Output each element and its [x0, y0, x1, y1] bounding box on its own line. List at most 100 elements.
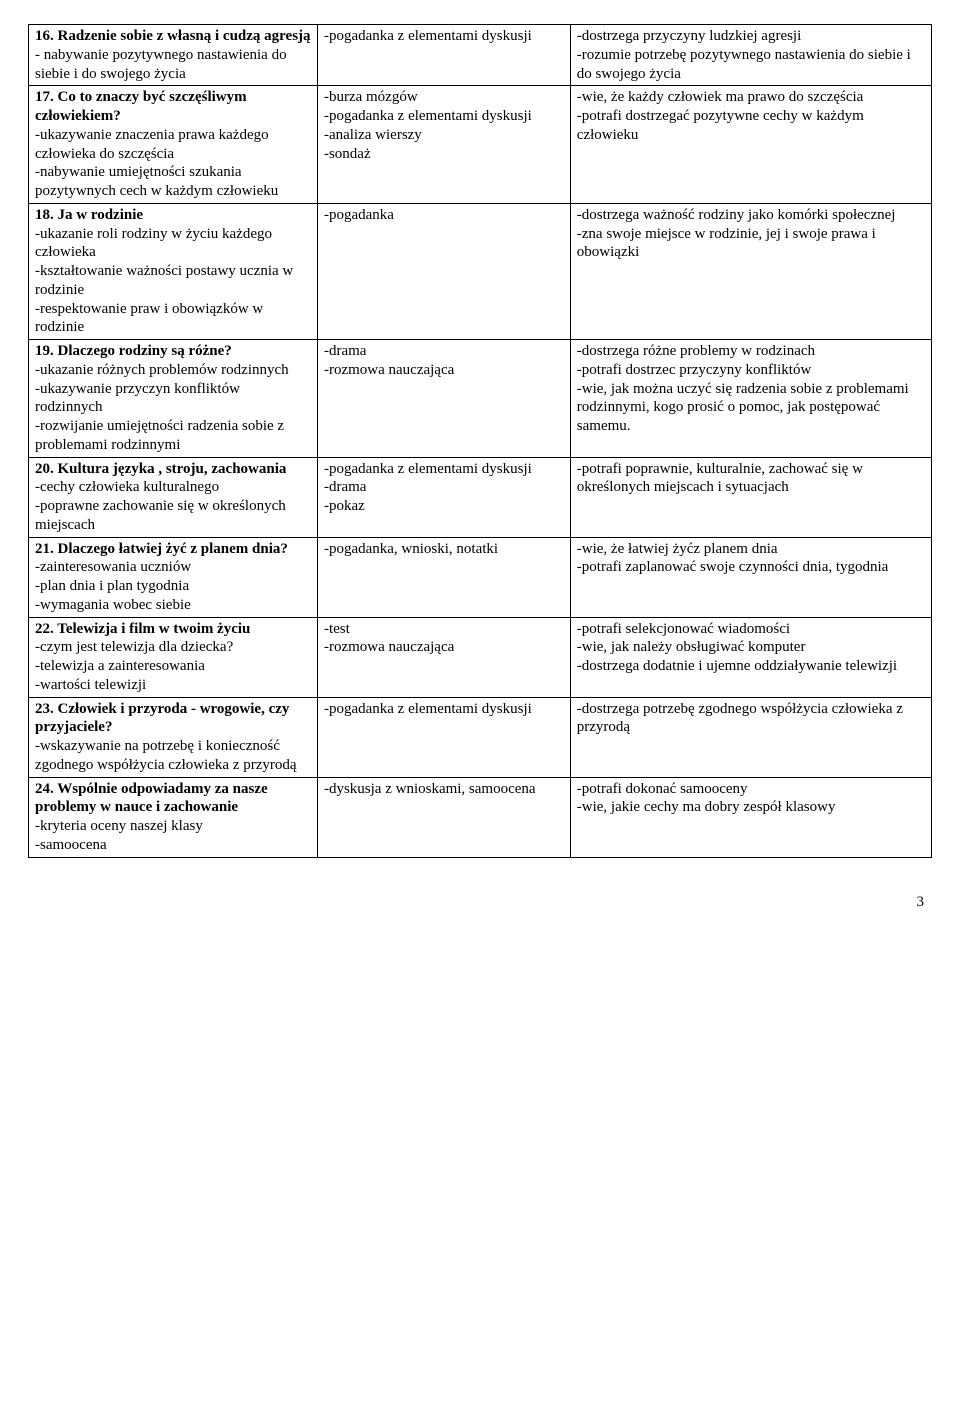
topic-cell: 16. Radzenie sobie z własną i cudzą agre…	[29, 25, 318, 86]
method-line: -pogadanka z elementami dyskusji	[324, 27, 564, 46]
topic-title: 20. Kultura języka , stroju, zachowania	[35, 461, 286, 477]
topic-sub: -nabywanie umiejętności szukania pozytyw…	[35, 163, 311, 201]
topic-title: 16. Radzenie sobie z własną i cudzą agre…	[35, 28, 311, 44]
topic-sub: -ukazanie roli rodziny w życiu każdego c…	[35, 225, 311, 263]
methods-cell: -dyskusja z wnioskami, samoocena	[317, 777, 570, 857]
outcome-line: -wie, jakie cechy ma dobry zespół klasow…	[577, 798, 925, 817]
topic-sub: -wskazywanie na potrzebę i konieczność z…	[35, 737, 311, 775]
outcome-line: -potrafi zaplanować swoje czynności dnia…	[577, 558, 925, 577]
outcome-line: -rozumie potrzebę pozytywnego nastawieni…	[577, 46, 925, 84]
topic-sub: -samoocena	[35, 836, 311, 855]
topic-sub: -respektowanie praw i obowiązków w rodzi…	[35, 300, 311, 338]
topic-title: 19. Dlaczego rodziny są różne?	[35, 343, 232, 359]
outcomes-cell: -dostrzega ważność rodziny jako komórki …	[570, 203, 931, 339]
table-row: 23. Człowiek i przyroda - wrogowie, czy …	[29, 697, 932, 777]
table-row: 18. Ja w rodzinie -ukazanie roli rodziny …	[29, 203, 932, 339]
methods-cell: -pogadanka z elementami dyskusji	[317, 697, 570, 777]
topic-sub: -kryteria oceny naszej klasy	[35, 817, 311, 836]
outcome-line: -dostrzega ważność rodziny jako komórki …	[577, 206, 925, 225]
table-row: 24. Wspólnie odpowiadamy za nasze proble…	[29, 777, 932, 857]
outcomes-cell: -dostrzega potrzebę zgodnego współżycia …	[570, 697, 931, 777]
outcome-line: -potrafi dostrzegać pozytywne cechy w ka…	[577, 107, 925, 145]
topic-sub: -wartości telewizji	[35, 676, 311, 695]
topic-sub: -zainteresowania uczniów	[35, 558, 311, 577]
topic-sub: -czym jest telewizja dla dziecka?	[35, 638, 311, 657]
topic-title: 17. Co to znaczy być szczęśliwym człowie…	[35, 89, 247, 124]
methods-cell: -test-rozmowa nauczająca	[317, 617, 570, 697]
table-row: 21. Dlaczego łatwiej żyć z planem dnia?-…	[29, 537, 932, 617]
outcomes-cell: -dostrzega przyczyny ludzkiej agresji-ro…	[570, 25, 931, 86]
topic-title: 21. Dlaczego łatwiej żyć z planem dnia?	[35, 541, 288, 557]
method-line: -pogadanka z elementami dyskusji	[324, 107, 564, 126]
outcomes-cell: -wie, że każdy człowiek ma prawo do szcz…	[570, 86, 931, 204]
method-line: -rozmowa nauczająca	[324, 361, 564, 380]
method-line: -analiza wierszy	[324, 126, 564, 145]
method-line: -dyskusja z wnioskami, samoocena	[324, 780, 564, 799]
topic-sub: -kształtowanie ważności postawy ucznia w…	[35, 262, 311, 300]
outcomes-cell: -potrafi dokonać samooceny-wie, jakie ce…	[570, 777, 931, 857]
outcome-line: -zna swoje miejsce w rodzinie, jej i swo…	[577, 225, 925, 263]
topic-title: 18. Ja w rodzinie	[35, 207, 143, 223]
methods-cell: -pogadanka z elementami dyskusji-drama-p…	[317, 457, 570, 537]
method-line: -pogadanka z elementami dyskusji	[324, 460, 564, 479]
outcome-line: -dostrzega przyczyny ludzkiej agresji	[577, 27, 925, 46]
outcome-line: -wie, jak można uczyć się radzenia sobie…	[577, 380, 925, 436]
outcome-line: -dostrzega dodatnie i ujemne oddziaływan…	[577, 657, 925, 676]
topic-title: 23. Człowiek i przyroda - wrogowie, czy …	[35, 701, 289, 736]
topic-title: 22. Telewizja i film w twoim życiu	[35, 621, 250, 637]
methods-cell: -pogadanka, wnioski, notatki	[317, 537, 570, 617]
table-row: 19. Dlaczego rodziny są różne? -ukazanie …	[29, 340, 932, 458]
topic-sub: -telewizja a zainteresowania	[35, 657, 311, 676]
outcome-line: -potrafi poprawnie, kulturalnie, zachowa…	[577, 460, 925, 498]
methods-cell: -drama-rozmowa nauczająca	[317, 340, 570, 458]
outcome-line: -wie, jak należy obsługiwać komputer	[577, 638, 925, 657]
outcome-line: -wie, że łatwiej żyćz planem dnia	[577, 540, 925, 559]
curriculum-table: 16. Radzenie sobie z własną i cudzą agre…	[28, 24, 932, 858]
outcome-line: -potrafi selekcjonować wiadomości	[577, 620, 925, 639]
methods-cell: -pogadanka	[317, 203, 570, 339]
method-line: -pokaz	[324, 497, 564, 516]
outcomes-cell: -wie, że łatwiej żyćz planem dnia-potraf…	[570, 537, 931, 617]
outcomes-cell: -potrafi poprawnie, kulturalnie, zachowa…	[570, 457, 931, 537]
table-row: 16. Radzenie sobie z własną i cudzą agre…	[29, 25, 932, 86]
method-line: -rozmowa nauczająca	[324, 638, 564, 657]
outcomes-cell: -potrafi selekcjonować wiadomości-wie, j…	[570, 617, 931, 697]
topic-sub: -ukazywanie przyczyn konfliktów rodzinny…	[35, 380, 311, 418]
topic-cell: 20. Kultura języka , stroju, zachowania-…	[29, 457, 318, 537]
topic-sub: -wymagania wobec siebie	[35, 596, 311, 615]
method-line: -pogadanka z elementami dyskusji	[324, 700, 564, 719]
method-line: -test	[324, 620, 564, 639]
table-row: 17. Co to znaczy być szczęśliwym człowie…	[29, 86, 932, 204]
methods-cell: -pogadanka z elementami dyskusji	[317, 25, 570, 86]
topic-title: 24. Wspólnie odpowiadamy za nasze proble…	[35, 781, 268, 816]
method-line: -pogadanka	[324, 206, 564, 225]
method-line: -burza mózgów	[324, 88, 564, 107]
topic-cell: 18. Ja w rodzinie -ukazanie roli rodziny …	[29, 203, 318, 339]
topic-sub: - nabywanie pozytywnego nastawienia do s…	[35, 46, 311, 84]
topic-cell: 22. Telewizja i film w twoim życiu-czym …	[29, 617, 318, 697]
topic-cell: 23. Człowiek i przyroda - wrogowie, czy …	[29, 697, 318, 777]
method-line: -pogadanka, wnioski, notatki	[324, 540, 564, 559]
table-row: 20. Kultura języka , stroju, zachowania-…	[29, 457, 932, 537]
topic-sub: -cechy człowieka kulturalnego	[35, 478, 311, 497]
method-line: -sondaż	[324, 145, 564, 164]
page-number: 3	[28, 858, 932, 911]
outcomes-cell: -dostrzega różne problemy w rodzinach-po…	[570, 340, 931, 458]
outcome-line: -potrafi dokonać samooceny	[577, 780, 925, 799]
topic-sub: -rozwijanie umiejętności radzenia sobie …	[35, 417, 311, 455]
outcome-line: -dostrzega potrzebę zgodnego współżycia …	[577, 700, 925, 738]
outcome-line: -dostrzega różne problemy w rodzinach	[577, 342, 925, 361]
outcome-line: -wie, że każdy człowiek ma prawo do szcz…	[577, 88, 925, 107]
method-line: -drama	[324, 342, 564, 361]
topic-cell: 21. Dlaczego łatwiej żyć z planem dnia?-…	[29, 537, 318, 617]
topic-sub: -ukazywanie znaczenia prawa każdego czło…	[35, 126, 311, 164]
topic-sub: -ukazanie różnych problemów rodzinnych	[35, 361, 311, 380]
table-row: 22. Telewizja i film w twoim życiu-czym …	[29, 617, 932, 697]
topic-cell: 17. Co to znaczy być szczęśliwym człowie…	[29, 86, 318, 204]
methods-cell: -burza mózgów-pogadanka z elementami dys…	[317, 86, 570, 204]
topic-sub: -plan dnia i plan tygodnia	[35, 577, 311, 596]
outcome-line: -potrafi dostrzec przyczyny konfliktów	[577, 361, 925, 380]
method-line: -drama	[324, 478, 564, 497]
topic-cell: 19. Dlaczego rodziny są różne? -ukazanie …	[29, 340, 318, 458]
topic-cell: 24. Wspólnie odpowiadamy za nasze proble…	[29, 777, 318, 857]
